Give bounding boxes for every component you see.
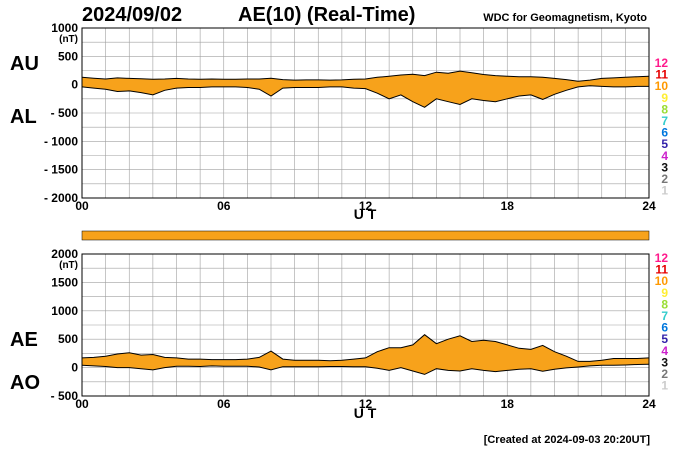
- y-tick-label: 2000: [51, 247, 78, 261]
- series-line-au: [81, 70, 650, 82]
- legend-entry: 6: [661, 126, 668, 140]
- y-tick-label: - 2000: [44, 191, 78, 205]
- legend-entry: 2: [661, 172, 668, 186]
- y-tick-label: 1000: [51, 21, 78, 35]
- legend-entry: 11: [655, 68, 668, 82]
- legend-entry: 11: [655, 263, 668, 277]
- separator-bar: [81, 230, 650, 241]
- series-line-ao: [81, 363, 650, 375]
- legend-entry: 3: [661, 355, 668, 369]
- x-tick-label: 12: [359, 199, 373, 213]
- legend-entry: 12: [655, 56, 669, 70]
- legend-entry: 5: [661, 137, 668, 151]
- envelope-fill: [82, 334, 649, 375]
- x-tick-label: 00: [75, 199, 89, 213]
- y-tick-label: 1500: [51, 275, 78, 289]
- envelope-fill: [82, 71, 649, 108]
- au-al-x-axis-label: U T: [354, 206, 377, 222]
- legend-entry: 8: [661, 297, 668, 311]
- date-label: 2024/09/02: [82, 4, 182, 26]
- ae-ao-y-ticks: 2000 1500 1000 500 0 - 500: [51, 247, 79, 403]
- legend-entry: 7: [661, 309, 668, 323]
- y-tick-label: 1000: [51, 304, 78, 318]
- ae-ao-frame: [81, 253, 650, 397]
- x-tick-label: 00: [75, 397, 89, 411]
- legend-entry: 9: [661, 286, 668, 300]
- au-label: AU: [10, 53, 39, 75]
- legend-entry: 12: [655, 251, 669, 265]
- au-al-unit-label: (nT): [59, 34, 78, 45]
- y-tick-label: 0: [71, 361, 78, 375]
- legend-entry: 4: [661, 149, 668, 163]
- legend-entry: 2: [661, 367, 668, 381]
- al-label: AL: [10, 106, 37, 128]
- legend-entry: 8: [661, 102, 668, 116]
- x-tick-label: 24: [642, 397, 656, 411]
- x-tick-label: 12: [359, 397, 373, 411]
- x-tick-label: 24: [642, 199, 656, 213]
- y-tick-label: - 1500: [44, 163, 78, 177]
- ae-ao-unit-label: (nT): [59, 260, 78, 271]
- x-tick-label: 18: [501, 397, 515, 411]
- series-line-al: [81, 85, 649, 108]
- legend-entry: 9: [661, 91, 668, 105]
- au-al-y-ticks: 1000 500 0 - 500 - 1000 - 1500 - 2000: [44, 21, 78, 205]
- legend-entry: 4: [661, 344, 668, 358]
- au-al-grid: [82, 28, 649, 198]
- y-tick-label: 500: [58, 332, 78, 346]
- series-line-ae: [81, 334, 650, 362]
- ae-ao-area: [81, 334, 650, 375]
- source-label: WDC for Geomagnetism, Kyoto: [483, 12, 647, 24]
- legend-entry: 7: [661, 114, 668, 128]
- legend-entry: 3: [661, 160, 668, 174]
- y-tick-label: - 500: [51, 106, 79, 120]
- x-tick-label: 06: [217, 397, 231, 411]
- y-tick-label: - 1000: [44, 134, 78, 148]
- x-tick-label: 06: [217, 199, 231, 213]
- ae-label: AE: [10, 329, 38, 351]
- legend-entry: 5: [661, 332, 668, 346]
- ae-ao-x-ticks: 00 06 12 18 24: [75, 397, 656, 411]
- y-tick-label: 0: [71, 78, 78, 92]
- au-al-x-ticks: 00 06 12 18 24: [75, 199, 656, 213]
- ao-label: AO: [10, 372, 40, 394]
- au-al-area: [81, 70, 650, 108]
- chart-title: AE(10) (Real-Time): [238, 4, 415, 26]
- y-tick-label: 500: [58, 49, 78, 63]
- y-tick-label: - 500: [51, 389, 79, 403]
- legend-entry: 6: [661, 321, 668, 335]
- legend-entry: 1: [661, 184, 668, 198]
- legend-entry: 1: [661, 379, 668, 393]
- created-timestamp: [Created at 2024-09-03 20:20UT]: [484, 434, 651, 446]
- ae-ao-grid: [82, 254, 649, 396]
- ae-ao-x-axis-label: U T: [354, 405, 377, 421]
- legend-entry: 10: [655, 79, 669, 93]
- legend-entry: 10: [655, 274, 669, 288]
- x-tick-label: 18: [501, 199, 515, 213]
- au-al-frame: [81, 27, 650, 199]
